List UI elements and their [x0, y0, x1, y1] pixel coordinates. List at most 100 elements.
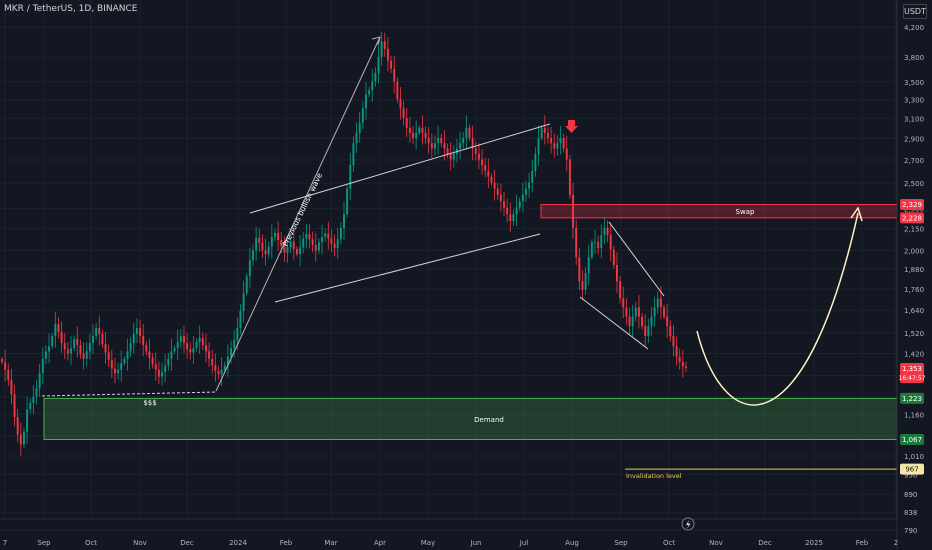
candle-body — [302, 238, 305, 248]
candle-body — [73, 338, 76, 349]
candle-body — [518, 201, 521, 208]
candle-body — [120, 363, 123, 370]
candle-body — [465, 127, 468, 138]
currency-button[interactable]: USDT — [903, 4, 927, 19]
candle-body — [430, 143, 433, 149]
price-tick-label: 1,880 — [904, 266, 924, 274]
candle-body — [421, 127, 424, 133]
candle-body — [352, 143, 355, 166]
candle-body — [286, 247, 289, 253]
candle-body — [656, 298, 659, 308]
candle-body — [273, 232, 276, 238]
candle-body — [368, 90, 371, 95]
candle-body — [590, 242, 593, 258]
time-tick-label: 2 — [894, 539, 898, 547]
time-axis[interactable]: 7 Sep Oct Nov Dec 2024 Feb Mar Apr May Jun Jul Aug Se… — [3, 539, 898, 547]
candle-body — [402, 108, 405, 118]
liquidity-label: $$$ — [143, 399, 156, 407]
candle-body — [258, 237, 261, 243]
price-tick-label: 790 — [904, 527, 917, 535]
candle-body — [204, 345, 207, 352]
demand-zone-label: Demand — [474, 416, 504, 424]
candle-body — [449, 153, 452, 160]
candle-body — [531, 170, 534, 183]
time-tick-label: Sep — [614, 539, 628, 547]
price-axis[interactable]: 4,200 3,800 3,500 3,300 3,100 2,900 2,700 2,500… — [904, 24, 924, 535]
symbol-header[interactable]: MKR / TetherUS, 1D, BINANCE — [4, 4, 138, 14]
candle-body — [308, 234, 311, 240]
price-label-box — [900, 392, 924, 404]
candle-body — [446, 148, 449, 154]
candle-body — [167, 358, 170, 366]
candle-body — [540, 127, 543, 138]
candle-body — [383, 41, 386, 49]
candle-body — [339, 227, 342, 240]
candle-body — [637, 307, 640, 317]
candle-body — [7, 369, 10, 381]
price-tick-label: 2,150 — [904, 226, 924, 234]
time-tick-label: 2025 — [805, 539, 823, 547]
candle-body — [129, 343, 132, 352]
candle-body — [399, 99, 402, 109]
candle-body — [672, 335, 675, 347]
price-tick-label: 950 — [904, 471, 917, 479]
candle-body — [104, 344, 107, 353]
candle-body — [597, 242, 600, 249]
candle-body — [317, 242, 320, 251]
candle-body — [412, 132, 415, 138]
candle-body — [95, 328, 98, 336]
candle-body — [496, 188, 499, 195]
candle-body — [123, 358, 126, 364]
time-tick-label: Feb — [280, 539, 293, 547]
time-tick-label: Oct — [85, 539, 97, 547]
candle-body — [619, 281, 622, 299]
candle-body — [170, 351, 173, 359]
candle-body — [239, 311, 242, 329]
candle-body — [10, 380, 13, 395]
candle-body — [311, 239, 314, 246]
lightning-icon[interactable] — [681, 517, 695, 531]
candle-body — [1, 359, 3, 363]
candle-body — [568, 159, 571, 195]
candle-body — [609, 234, 612, 250]
candle-body — [355, 132, 358, 144]
price-label-text: 967 — [905, 466, 918, 474]
candle-body — [220, 369, 223, 375]
candle-body — [443, 143, 446, 149]
time-tick-label: Jun — [470, 539, 482, 547]
candle-body — [295, 248, 298, 255]
candle-body — [85, 351, 88, 359]
candle-body — [418, 127, 421, 133]
candle-body — [556, 143, 559, 149]
candle-body — [330, 238, 333, 244]
candle-body — [346, 188, 349, 215]
price-tick-label: 838 — [904, 509, 917, 517]
candle-body — [669, 326, 672, 336]
candle-body — [581, 281, 584, 290]
candle-body — [512, 214, 515, 221]
candle-body — [117, 369, 120, 374]
candles-layer — [1, 31, 687, 456]
candle-body — [173, 348, 176, 352]
price-label-text: 2,228 — [902, 214, 922, 222]
candle-body — [415, 132, 418, 138]
candle-body — [481, 159, 484, 166]
candle-body — [641, 316, 644, 327]
candle-body — [176, 342, 179, 349]
candle-body — [396, 81, 399, 100]
candle-body — [333, 243, 336, 249]
candle-body — [4, 362, 7, 370]
time-tick-label: May — [421, 539, 435, 547]
candle-body — [603, 227, 606, 235]
candle-body — [499, 194, 502, 202]
candle-body — [625, 307, 628, 317]
candle-body — [233, 339, 236, 349]
candle-body — [198, 337, 201, 343]
time-tick-label: Dec — [180, 539, 194, 547]
candle-body — [534, 153, 537, 171]
price-tick-label: 2,700 — [904, 157, 924, 165]
candle-body — [437, 137, 440, 144]
liquidity-line — [41, 391, 217, 397]
